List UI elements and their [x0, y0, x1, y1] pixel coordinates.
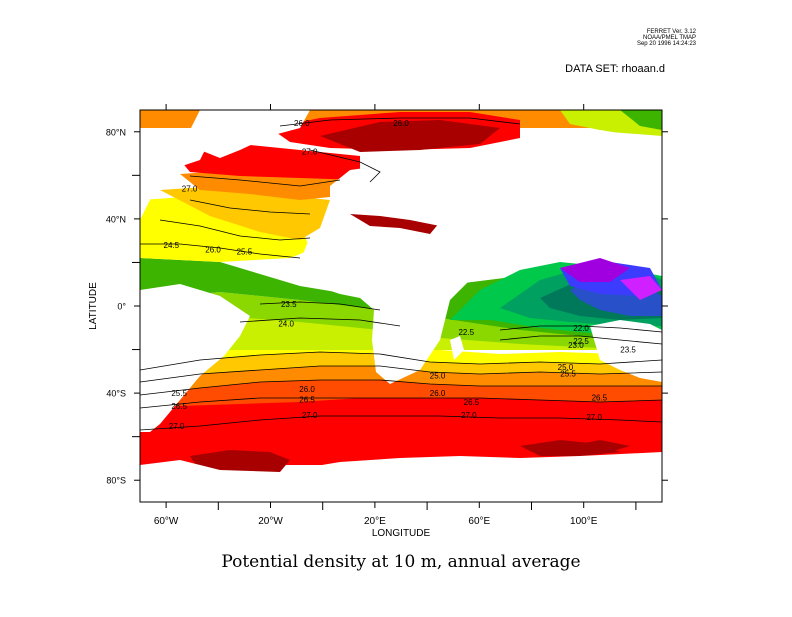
contour-label: 25.5: [171, 389, 187, 398]
contour-field: [140, 110, 662, 502]
contour-line-22-ind: [499, 325, 662, 333]
contour-label: 25.5: [560, 370, 576, 379]
contour-line-27-natl: [189, 175, 341, 187]
contour-line-25-5-natl: [159, 219, 311, 241]
contour-label: 26.5: [299, 396, 315, 405]
contour-label: 27.0: [169, 422, 185, 431]
contour-line-26-natl: [189, 199, 311, 215]
land-arabia: [480, 236, 530, 262]
contour-line-24-5-natl: [140, 243, 301, 259]
band-south-orange: [140, 366, 662, 395]
land-australia: [590, 320, 662, 382]
contour-label: 26.0: [430, 389, 446, 398]
band-north-yellow: [140, 196, 310, 262]
x-axis-label: LONGITUDE: [372, 528, 431, 539]
contour-label: 22.5: [458, 328, 474, 337]
contour-line-26: [140, 379, 662, 396]
dataset-label: DATA SET: rhoaan.d: [565, 63, 665, 75]
contour-label: 26.0: [393, 119, 409, 128]
y-tick-label: 40°N: [106, 214, 126, 224]
y-axis: 80°N 40°N 0° 40°S 80°S: [106, 127, 668, 486]
y-tick-label: 0°: [117, 302, 126, 312]
band-arctic-green: [620, 110, 662, 130]
contour-label: 27.0: [182, 184, 198, 193]
band-indonesia-magenta: [620, 276, 662, 300]
contour-label: 23.5: [281, 300, 297, 309]
contour-label: 25.0: [430, 372, 446, 381]
land-europe-asia: [330, 130, 662, 262]
band-north-yellow-orange: [160, 186, 330, 240]
contour-line-27-arc: [309, 149, 381, 183]
land-north-america: [140, 130, 210, 220]
x-tick-label: 60°E: [468, 516, 490, 527]
y-axis-label: LATITUDE: [88, 282, 99, 330]
contour-label: 26.0: [294, 119, 310, 128]
ferret-org-label: NOAA/PMEL TMAP: [643, 35, 696, 41]
band-indonesia-purple: [560, 258, 630, 282]
contour-label: 26.5: [592, 393, 608, 402]
contour-line-26-5: [140, 397, 662, 409]
land-south-america: [140, 284, 250, 432]
x-tick-label: 100°E: [570, 516, 598, 527]
contour-line-24: [239, 317, 401, 327]
contour-label: 27.0: [586, 413, 602, 422]
contour-label: 26.5: [464, 398, 480, 407]
contour-label: 24.0: [278, 319, 294, 328]
x-axis: 60°W 20°W 20°E 60°E 100°E: [154, 104, 637, 527]
contour-label: 26.5: [171, 402, 187, 411]
contour-line-25-5: [140, 365, 662, 383]
contour-label: 26.0: [299, 385, 315, 394]
y-tick-label: 80°S: [106, 476, 126, 486]
band-arctic-dark-red: [320, 120, 500, 152]
ferret-date-label: Sep 20 1996 14:24:23: [637, 41, 697, 47]
contour-label: 25.0: [558, 363, 574, 372]
contour-line-27: [140, 415, 662, 431]
x-tick-label: 20°W: [258, 516, 283, 527]
contour-line-25: [140, 351, 662, 371]
land-antarctica: [140, 452, 662, 502]
contour-label: 27.0: [461, 411, 477, 420]
ferret-version-label: FERRET Ver. 3.12: [647, 29, 697, 35]
x-tick-label: 60°W: [154, 516, 179, 527]
band-south-atlantic-dark-red: [570, 440, 630, 452]
y-tick-label: 80°N: [106, 127, 126, 137]
contour-label: 27.0: [302, 411, 318, 420]
contour-label: 22.5: [573, 337, 589, 346]
land-madagascar: [450, 336, 464, 360]
contour-label: 27.0: [302, 147, 318, 156]
contour-label: 23.0: [568, 341, 584, 350]
contour-line-23-ind: [499, 335, 662, 345]
contour-label: 26.0: [205, 245, 221, 254]
y-tick-label: 40°S: [106, 389, 126, 399]
contour-label: 23.5: [620, 346, 636, 355]
land-greenland: [190, 110, 310, 158]
contour-labels: 26.0 26.0 27.0 27.0 24.5 26.0 25.5 23.5 24.0 22.5…: [164, 119, 637, 431]
contour-label: 22.0: [573, 324, 589, 333]
contour-line-26-arc: [279, 117, 521, 127]
x-tick-label: 20°E: [364, 516, 386, 527]
land-africa: [300, 230, 500, 384]
chart-title: Potential density at 10 m, annual averag…: [221, 552, 580, 572]
contour-line-23-5-atl: [259, 301, 381, 311]
contour-label: 24.5: [164, 241, 180, 250]
contour-label: 25.5: [237, 248, 253, 257]
